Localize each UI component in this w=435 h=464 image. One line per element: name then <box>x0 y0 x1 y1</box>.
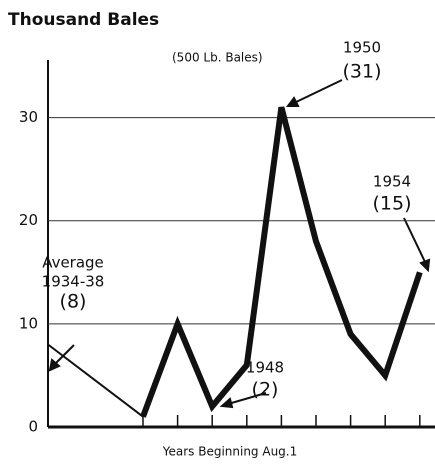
chart-title: Thousand Bales <box>8 10 159 30</box>
annotation: Average <box>42 254 104 272</box>
value-label: (2) <box>252 379 279 401</box>
arrows <box>48 79 431 409</box>
arrowhead <box>219 397 234 409</box>
arrow <box>293 79 343 104</box>
y-tick-label: 30 <box>19 108 38 126</box>
line <box>140 106 423 418</box>
annotation: 1948 <box>246 359 284 377</box>
annotation: 1934-38 <box>42 273 105 291</box>
arrow <box>227 392 267 405</box>
arrow <box>403 217 427 265</box>
value-label: (31) <box>342 61 381 83</box>
y-tick-label: 10 <box>19 314 38 332</box>
y-tick-label: 0 <box>28 418 38 436</box>
value-label: (8) <box>60 291 87 313</box>
subtitle: (500 Lb. Bales) <box>172 51 263 65</box>
line <box>47 343 144 418</box>
annotation: 1950 <box>343 39 381 57</box>
value-label: (15) <box>372 193 411 215</box>
arrowhead <box>286 96 300 107</box>
arrowhead <box>419 258 431 273</box>
annotation: 1954 <box>373 173 411 191</box>
x-axis-label: Years Beginning Aug.1 <box>162 445 298 459</box>
y-tick-label: 20 <box>19 211 38 229</box>
arrowhead <box>48 358 61 372</box>
